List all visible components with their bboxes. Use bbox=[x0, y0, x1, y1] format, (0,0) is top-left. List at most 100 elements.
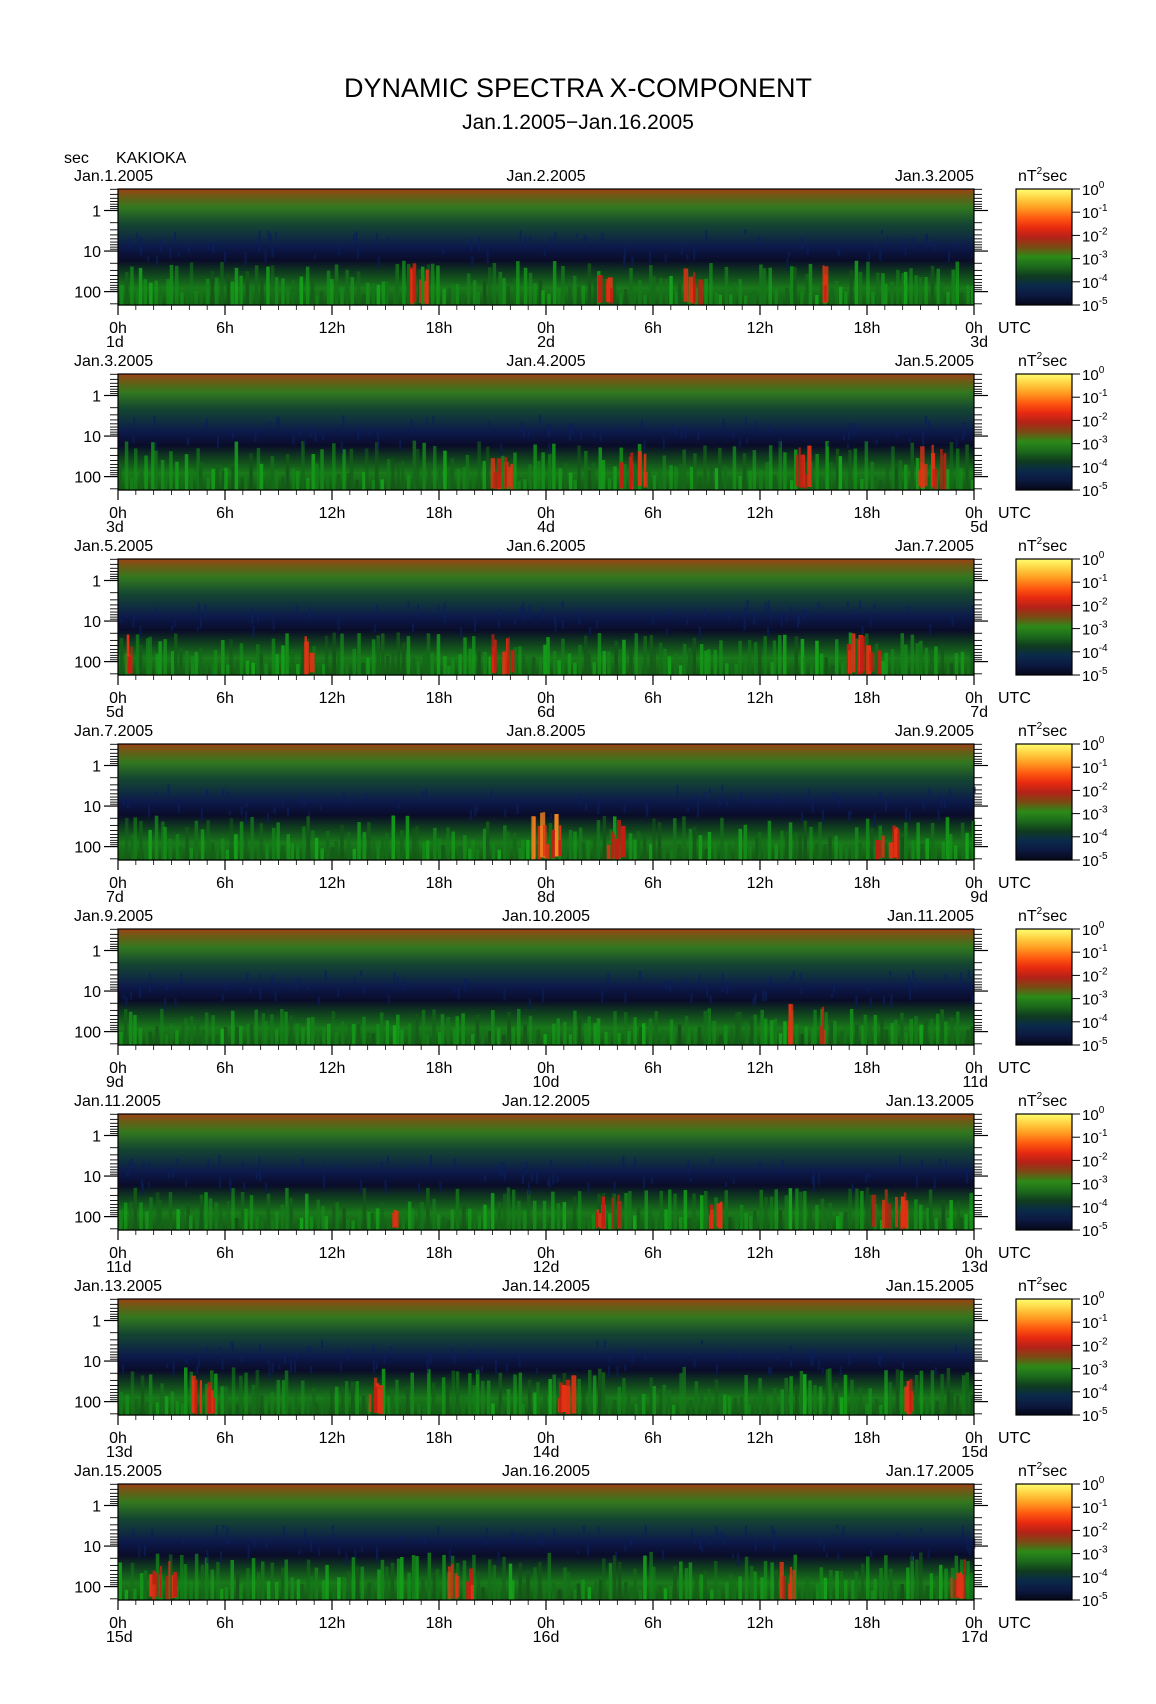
activity-streak bbox=[163, 827, 167, 860]
activity-streak bbox=[899, 1370, 904, 1415]
activity-streak bbox=[496, 1578, 501, 1600]
noise-speck bbox=[373, 624, 376, 633]
activity-streak bbox=[305, 266, 310, 305]
activity-streak bbox=[118, 1562, 122, 1600]
activity-streak bbox=[703, 1570, 707, 1600]
activity-streak bbox=[320, 1402, 325, 1415]
noise-speck bbox=[805, 610, 808, 616]
activity-streak bbox=[858, 272, 863, 305]
spectrum-band bbox=[118, 1536, 974, 1539]
activity-streak bbox=[629, 268, 633, 305]
noise-speck bbox=[837, 796, 840, 807]
activity-streak bbox=[641, 1394, 646, 1415]
activity-streak bbox=[538, 279, 543, 305]
noise-speck bbox=[207, 243, 210, 250]
noise-speck bbox=[323, 1175, 326, 1190]
spectrum-band bbox=[118, 975, 974, 978]
x-tick-label: 12h bbox=[319, 320, 346, 337]
event-burst bbox=[943, 453, 947, 490]
noise-speck bbox=[535, 1170, 538, 1184]
spectrum-band bbox=[118, 468, 974, 471]
activity-streak bbox=[700, 1390, 704, 1415]
event-burst bbox=[127, 656, 131, 674]
activity-streak bbox=[664, 278, 669, 305]
activity-streak bbox=[798, 835, 802, 860]
event-burst bbox=[614, 838, 619, 860]
activity-streak bbox=[422, 1404, 427, 1415]
activity-streak bbox=[592, 662, 596, 675]
event-burst bbox=[869, 652, 875, 672]
activity-streak bbox=[778, 1033, 783, 1045]
spectrum-band bbox=[118, 201, 974, 204]
spectrum-band bbox=[118, 818, 974, 821]
noise-speck bbox=[811, 1356, 814, 1367]
activity-streak bbox=[321, 1580, 326, 1600]
activity-streak bbox=[778, 1210, 783, 1230]
colorbar-tick-label: 10-1 bbox=[1082, 758, 1108, 777]
spectrum-band bbox=[118, 619, 974, 622]
activity-streak bbox=[538, 659, 543, 675]
noise-speck bbox=[139, 626, 142, 639]
figure-title: DYNAMIC SPECTRA X-COMPONENT bbox=[344, 73, 812, 103]
noise-speck bbox=[197, 1353, 200, 1368]
activity-streak bbox=[133, 1015, 137, 1045]
activity-streak bbox=[230, 1560, 234, 1600]
activity-streak bbox=[367, 1212, 371, 1230]
activity-streak bbox=[659, 278, 663, 305]
activity-streak bbox=[224, 1587, 229, 1600]
spectrum-band bbox=[118, 782, 974, 785]
noise-speck bbox=[799, 972, 802, 981]
activity-streak bbox=[320, 449, 324, 490]
activity-streak bbox=[839, 1397, 844, 1415]
noise-speck bbox=[578, 610, 581, 624]
spectrum-band bbox=[118, 195, 974, 198]
activity-streak bbox=[256, 644, 260, 675]
colorbar-tick-label: 10-1 bbox=[1082, 573, 1108, 592]
colorbar-tick-label: 10-4 bbox=[1082, 1568, 1108, 1587]
noise-speck bbox=[549, 1159, 552, 1168]
activity-streak bbox=[687, 1027, 691, 1045]
noise-speck bbox=[132, 1528, 135, 1537]
activity-streak bbox=[508, 1563, 513, 1600]
noise-speck bbox=[215, 1525, 218, 1539]
spectrum-band bbox=[118, 1530, 974, 1533]
activity-streak bbox=[810, 1028, 815, 1045]
event-burst bbox=[599, 1213, 602, 1229]
activity-streak bbox=[743, 824, 748, 860]
activity-streak bbox=[512, 833, 517, 860]
activity-streak bbox=[462, 467, 466, 490]
noise-speck bbox=[273, 806, 276, 814]
noise-speck bbox=[746, 438, 748, 444]
noise-speck bbox=[331, 1525, 334, 1531]
colorbar-tick-exponent: -3 bbox=[1099, 990, 1108, 1001]
activity-streak bbox=[334, 264, 339, 305]
activity-streak bbox=[315, 295, 319, 305]
x-tick-label: 12h bbox=[319, 690, 346, 707]
activity-streak bbox=[189, 1371, 194, 1415]
noise-speck bbox=[728, 1167, 731, 1174]
activity-streak bbox=[518, 847, 522, 860]
noise-speck bbox=[499, 609, 502, 616]
noise-speck bbox=[859, 600, 862, 610]
activity-streak bbox=[325, 831, 330, 860]
activity-streak bbox=[491, 1403, 495, 1415]
noise-speck bbox=[425, 788, 428, 799]
event-burst bbox=[510, 463, 513, 490]
event-burst bbox=[693, 272, 696, 304]
activity-streak bbox=[970, 645, 974, 675]
activity-streak bbox=[455, 1016, 459, 1045]
activity-streak bbox=[391, 815, 395, 860]
y-tick-label: 10 bbox=[83, 799, 101, 816]
activity-streak bbox=[843, 1026, 847, 1045]
activity-streak bbox=[416, 449, 420, 490]
noise-speck bbox=[284, 1352, 287, 1365]
noise-speck bbox=[601, 990, 604, 1004]
noise-speck bbox=[798, 614, 801, 625]
colorbar-unit-exponent: 2 bbox=[1037, 166, 1043, 177]
colorbar-tick-exponent: -5 bbox=[1099, 1591, 1108, 1602]
activity-streak bbox=[836, 1216, 840, 1230]
spectrum-band bbox=[118, 593, 974, 596]
activity-streak bbox=[139, 1202, 143, 1230]
spectrum-band bbox=[118, 1176, 974, 1179]
noise-speck bbox=[222, 788, 225, 798]
